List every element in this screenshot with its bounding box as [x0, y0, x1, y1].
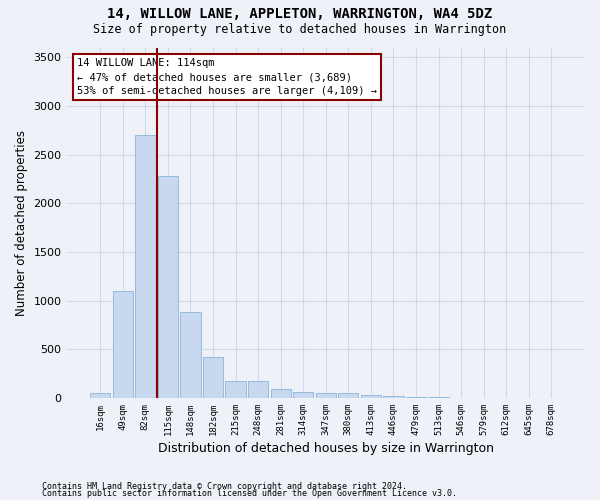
Bar	[361, 394, 381, 398]
Bar	[293, 392, 313, 398]
Bar	[226, 381, 246, 398]
Bar	[158, 176, 178, 398]
X-axis label: Distribution of detached houses by size in Warrington: Distribution of detached houses by size …	[158, 442, 494, 455]
Text: Contains public sector information licensed under the Open Government Licence v3: Contains public sector information licen…	[42, 490, 457, 498]
Bar	[181, 312, 200, 398]
Bar	[113, 291, 133, 398]
Text: 14, WILLOW LANE, APPLETON, WARRINGTON, WA4 5DZ: 14, WILLOW LANE, APPLETON, WARRINGTON, W…	[107, 8, 493, 22]
Bar	[383, 396, 404, 398]
Bar	[316, 393, 336, 398]
Bar	[248, 381, 268, 398]
Bar	[338, 393, 358, 398]
Bar	[271, 389, 291, 398]
Bar	[203, 357, 223, 398]
Text: 14 WILLOW LANE: 114sqm
← 47% of detached houses are smaller (3,689)
53% of semi-: 14 WILLOW LANE: 114sqm ← 47% of detached…	[77, 58, 377, 96]
Y-axis label: Number of detached properties: Number of detached properties	[15, 130, 28, 316]
Bar	[135, 135, 155, 398]
Text: Contains HM Land Registry data © Crown copyright and database right 2024.: Contains HM Land Registry data © Crown c…	[42, 482, 407, 491]
Bar	[90, 393, 110, 398]
Text: Size of property relative to detached houses in Warrington: Size of property relative to detached ho…	[94, 22, 506, 36]
